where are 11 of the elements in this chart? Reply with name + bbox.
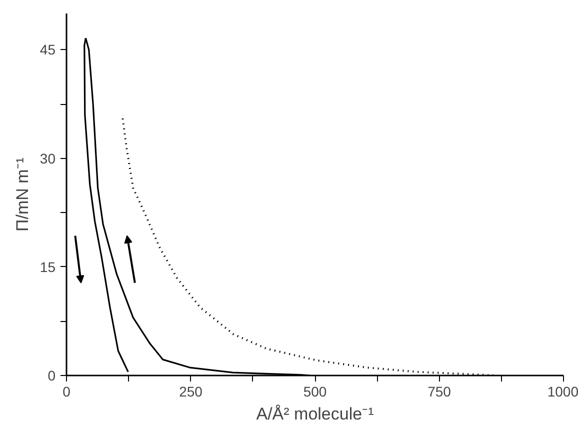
y-tick-label: 15: [40, 258, 56, 275]
x-tick-label: 500: [303, 384, 327, 400]
x-tick-label: 750: [428, 384, 452, 400]
y-tick-label: 45: [40, 42, 56, 58]
y-tick-label: 30: [40, 150, 56, 166]
y-tick-label: 0: [48, 368, 56, 384]
x-tick-label: 0: [62, 384, 71, 400]
x-tick-label: 1000: [547, 384, 578, 400]
x-tick-label: 250: [179, 384, 203, 400]
y-axis-title: Π/mN m⁻¹: [12, 157, 32, 232]
x-axis-title: A/Å² molecule⁻¹: [256, 404, 374, 424]
